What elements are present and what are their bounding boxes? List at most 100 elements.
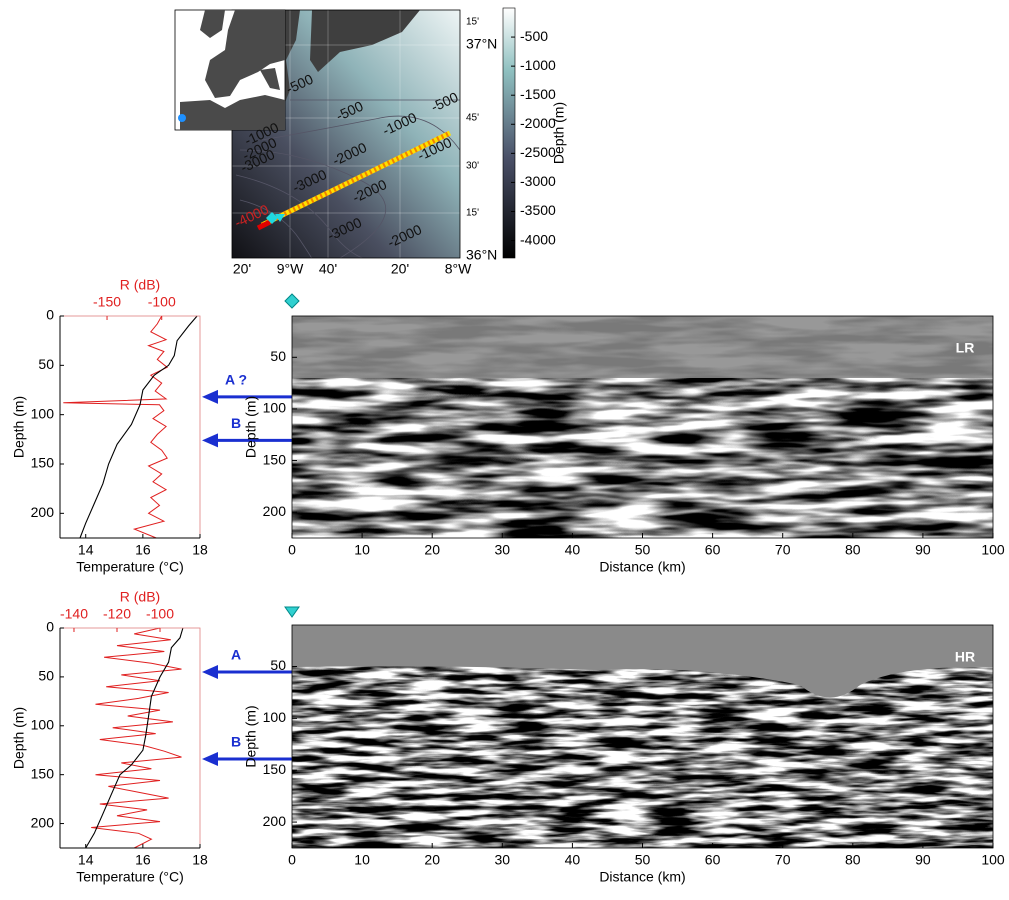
inset-map <box>174 9 286 131</box>
y-label: Depth (m) <box>243 396 259 458</box>
annotation-label: B <box>231 415 241 431</box>
y-tick-label: 100 <box>31 405 55 421</box>
x-tick-label: 0 <box>288 852 296 868</box>
y-tick-label: 50 <box>270 348 286 364</box>
annotation-label: A ? <box>225 372 247 388</box>
arrow-head <box>202 665 218 679</box>
marker-lr <box>266 212 278 224</box>
y-label: Depth (m) <box>11 707 27 769</box>
y-tick-label: 200 <box>263 503 287 519</box>
x-tick-label: 90 <box>915 542 931 558</box>
x-tick-label: 0 <box>288 542 296 558</box>
x-tick-label: 40 <box>565 542 581 558</box>
colorbar-tick-label: -1500 <box>520 86 556 102</box>
y-label: Depth (m) <box>11 396 27 458</box>
water-column <box>292 625 993 698</box>
x-tick-label: 20 <box>424 542 440 558</box>
marker-hr <box>284 606 300 618</box>
x-tick-label: 60 <box>705 542 721 558</box>
x-label: Distance (km) <box>599 869 685 885</box>
x2-tick-label: -100 <box>146 606 174 622</box>
y-tick-label: 0 <box>46 619 54 635</box>
annotation-label: A <box>231 647 241 663</box>
x-tick-label: 50 <box>635 542 651 558</box>
y-tick-label: 150 <box>31 455 55 471</box>
x2-tick-label: -100 <box>148 294 176 310</box>
x-tick-label: 100 <box>981 852 1005 868</box>
transect <box>260 130 452 228</box>
panel-label: HR <box>955 649 975 665</box>
reflectivity-curve <box>91 627 182 849</box>
y-tick-label: 200 <box>263 813 287 829</box>
temperature-curve <box>79 315 198 539</box>
colorbar-tick-label: -4000 <box>520 231 556 247</box>
colorbar-tick-label: -3000 <box>520 173 556 189</box>
colorbar-tick-label: -3500 <box>520 202 556 218</box>
water-column <box>292 316 993 378</box>
transect-hr <box>256 219 272 231</box>
lat-label: 15' <box>466 208 479 219</box>
y-tick-label: 150 <box>31 765 55 781</box>
marker-hr <box>275 214 285 222</box>
y-tick-label: 0 <box>46 307 54 323</box>
lon-label: 20' <box>233 261 251 277</box>
colorbar <box>502 7 516 259</box>
y-tick-label: 150 <box>263 451 287 467</box>
lat-label: 37°N <box>466 36 497 52</box>
x-tick-label: 70 <box>775 542 791 558</box>
x-tick-label: 80 <box>845 852 861 868</box>
x2-label: R (dB) <box>120 277 160 293</box>
annotation-label: B <box>231 734 241 750</box>
x-tick-label: 80 <box>845 542 861 558</box>
colorbar-tick-label: -500 <box>520 28 548 44</box>
x-tick-label: 16 <box>135 852 151 868</box>
colorbar-label: Depth (m) <box>551 102 567 164</box>
x2-tick-label: -120 <box>103 606 131 622</box>
y-tick-label: 50 <box>270 657 286 673</box>
x-tick-label: 30 <box>495 852 511 868</box>
y-tick-label: 200 <box>31 504 55 520</box>
lon-label: 40' <box>319 261 337 277</box>
x-tick-label: 20 <box>424 852 440 868</box>
x-tick-label: 100 <box>981 542 1005 558</box>
y-tick-label: 200 <box>31 814 55 830</box>
lon-label: 9°W <box>277 261 304 277</box>
arrow-head <box>202 752 218 767</box>
temperature-curve <box>85 627 184 849</box>
colorbar-tick-label: -2500 <box>520 144 556 160</box>
x-tick-label: 18 <box>192 852 208 868</box>
lon-label: 8°W <box>445 261 472 277</box>
y-tick-label: 50 <box>38 668 54 684</box>
x-tick-label: 30 <box>495 542 511 558</box>
x2-tick-label: -140 <box>60 606 88 622</box>
x-tick-label: 18 <box>192 542 208 558</box>
x-tick-label: 50 <box>635 852 651 868</box>
x-tick-label: 14 <box>78 852 94 868</box>
x-label: Distance (km) <box>599 559 685 575</box>
coast-spain <box>310 10 420 72</box>
lat-label: 36°N <box>466 247 497 263</box>
arrow-head <box>202 389 218 404</box>
y-tick-label: 100 <box>31 716 55 732</box>
y-tick-label: 100 <box>263 709 287 725</box>
map <box>174 7 516 259</box>
marker-lr <box>284 293 300 309</box>
reflectivity-curve <box>63 315 169 539</box>
x-tick-label: 90 <box>915 852 931 868</box>
colorbar-tick-label: -2000 <box>520 115 556 131</box>
colorbar-tick-label: -1000 <box>520 57 556 73</box>
panel-label: LR <box>956 340 975 356</box>
y-tick-label: 50 <box>38 356 54 372</box>
x-tick-label: 10 <box>354 542 370 558</box>
x2-tick-label: -150 <box>93 294 121 310</box>
x-tick-label: 70 <box>775 852 791 868</box>
x-tick-label: 14 <box>78 542 94 558</box>
x-tick-label: 16 <box>135 542 151 558</box>
x-tick-label: 10 <box>354 852 370 868</box>
y-tick-label: 100 <box>263 400 287 416</box>
map-frame <box>231 9 461 259</box>
lon-label: 20' <box>391 261 409 277</box>
y-tick-label: 150 <box>263 761 287 777</box>
